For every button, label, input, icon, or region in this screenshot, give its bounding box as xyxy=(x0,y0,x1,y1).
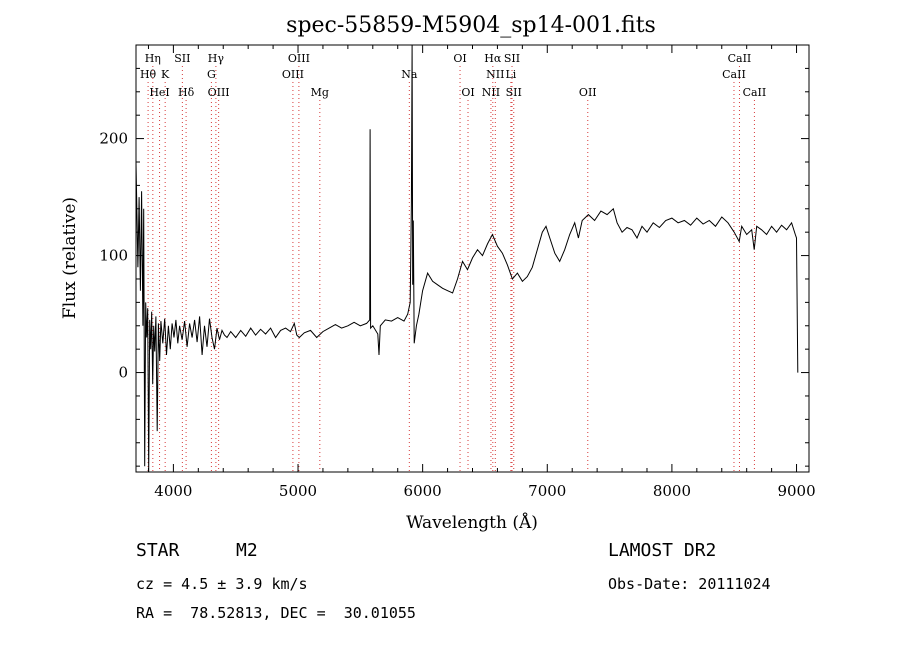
y-tick-label: 100 xyxy=(99,247,128,265)
object-subclass: M2 xyxy=(236,540,258,561)
axis-ticks: 4000 5000 6000 7000 8000 9000 0 100 200 xyxy=(99,44,816,500)
spectral-line-label: CaII xyxy=(722,68,746,81)
x-tick-label: 4000 xyxy=(154,482,192,500)
chart-title: spec-55859-M5904_sp14-001.fits xyxy=(286,13,656,38)
x-tick-label: 9000 xyxy=(777,482,815,500)
coordinates: RA = 78.52813, DEC = 30.01055 xyxy=(136,604,416,622)
spectral-line-label: G xyxy=(207,68,216,81)
y-tick-label: 0 xyxy=(118,364,128,382)
spectral-line-label: OIII xyxy=(288,52,310,65)
object-class: STAR xyxy=(136,540,180,561)
spectral-line-label: OI xyxy=(453,52,466,65)
spectral-line-label: SII xyxy=(506,86,522,99)
x-tick-label: 5000 xyxy=(279,482,317,500)
y-axis-label: Flux (relative) xyxy=(60,197,80,319)
x-tick-label: 6000 xyxy=(404,482,442,500)
spectral-line-label: Hδ xyxy=(178,86,195,99)
survey-name: LAMOST DR2 xyxy=(608,540,717,561)
spectral-line-label: OIII xyxy=(208,86,230,99)
spectral-line-label: SII xyxy=(174,52,190,65)
spectrum-series xyxy=(135,44,799,473)
spectral-line-label: NII xyxy=(486,68,504,81)
spectral-line-label: Hα xyxy=(484,52,502,65)
redshift-velocity: cz = 4.5 ± 3.9 km/s xyxy=(136,575,308,593)
spectral-line-label: OIII xyxy=(282,68,304,81)
spectral-line-label: Mg xyxy=(311,86,329,99)
observation-date: Obs-Date: 20111024 xyxy=(608,575,771,593)
spectral-line-label: OII xyxy=(579,86,597,99)
spectral-line-label: Hγ xyxy=(208,52,225,65)
y-tick-label: 200 xyxy=(99,130,128,148)
spectral-line-label: NII xyxy=(482,86,500,99)
spectral-line-label: Hθ xyxy=(140,68,157,81)
spectral-line-label: Na xyxy=(401,68,418,81)
spectral-line-label: K xyxy=(161,68,170,81)
spectral-line-label: SII xyxy=(504,52,520,65)
x-axis-label: Wavelength (Å) xyxy=(406,512,538,533)
spectral-line-label: HeI xyxy=(149,86,169,99)
x-tick-label: 7000 xyxy=(528,482,566,500)
spectral-line-label: Li xyxy=(505,68,516,81)
spectral-line-label: CaII xyxy=(728,52,752,65)
spectral-line-label: OI xyxy=(461,86,474,99)
spectral-line-label: CaII xyxy=(743,86,767,99)
spectrum-line xyxy=(135,44,799,473)
spectral-line-label: Hη xyxy=(145,52,161,65)
x-tick-label: 8000 xyxy=(653,482,691,500)
